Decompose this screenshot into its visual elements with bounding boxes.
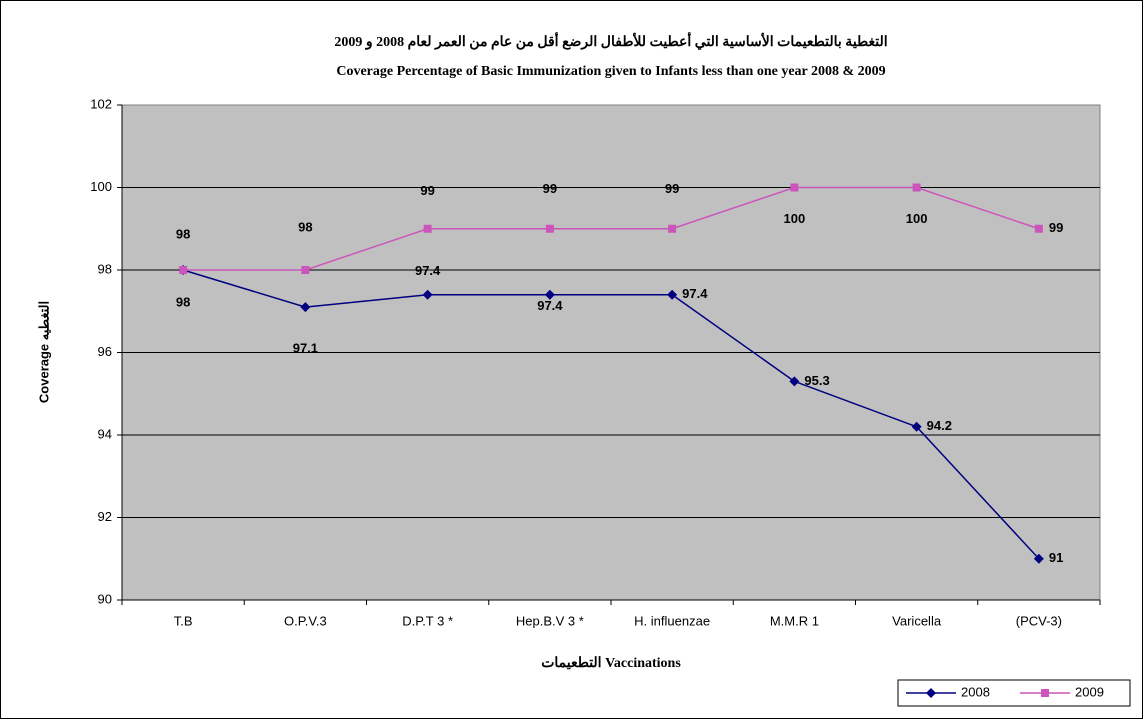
point bbox=[912, 183, 921, 192]
series-line bbox=[183, 186, 1040, 271]
y-tick-label: 98 bbox=[98, 261, 112, 276]
y-tick-label: 94 bbox=[98, 426, 112, 441]
point bbox=[667, 289, 678, 300]
x-tick-label: M.M.R 1 bbox=[770, 613, 819, 628]
point bbox=[1041, 689, 1049, 697]
x-axis-label: التطعيمات Vaccinations bbox=[541, 656, 681, 671]
y-axis-label: Coverage التغطيه bbox=[36, 301, 51, 403]
x-tick-label: H. influenzae bbox=[634, 613, 710, 628]
point bbox=[789, 376, 800, 387]
data-label: 99 bbox=[1049, 220, 1063, 235]
point bbox=[545, 224, 554, 233]
chart-title: التغطية بالتطعيمات الأساسية التي أعطيت ل… bbox=[334, 31, 887, 50]
point bbox=[926, 688, 936, 698]
data-label: 98 bbox=[298, 219, 312, 234]
y-tick-label: 100 bbox=[90, 179, 112, 194]
data-label: 99 bbox=[665, 181, 679, 196]
data-label: 97.1 bbox=[293, 341, 318, 356]
point bbox=[1033, 553, 1044, 564]
y-tick-label: 92 bbox=[98, 509, 112, 524]
data-label: 91 bbox=[1049, 550, 1063, 565]
data-label: 99 bbox=[420, 183, 434, 198]
data-label: 98 bbox=[176, 294, 190, 309]
point bbox=[300, 302, 311, 313]
y-tick-label: 102 bbox=[90, 96, 112, 111]
point bbox=[179, 266, 188, 274]
point bbox=[423, 224, 432, 233]
data-label: 100 bbox=[906, 211, 928, 226]
x-tick-label: O.P.V.3 bbox=[284, 613, 327, 628]
x-tick-label: Varicella bbox=[892, 613, 942, 628]
point bbox=[422, 289, 433, 300]
y-tick-label: 96 bbox=[98, 344, 112, 359]
x-tick-label: T.B bbox=[174, 613, 193, 628]
chart-subtitle: Coverage Percentage of Basic Immunizatio… bbox=[336, 64, 885, 79]
point bbox=[301, 266, 310, 274]
x-tick-label: D.P.T 3 * bbox=[402, 613, 453, 628]
data-label: 95.3 bbox=[804, 373, 829, 388]
data-label: 97.4 bbox=[415, 263, 441, 278]
point bbox=[668, 224, 677, 233]
x-tick-label: Hep.B.V 3 * bbox=[516, 613, 584, 628]
data-label: 97.4 bbox=[537, 298, 563, 313]
point bbox=[544, 289, 555, 300]
data-label: 99 bbox=[543, 181, 557, 196]
point bbox=[911, 421, 922, 432]
y-tick-label: 90 bbox=[98, 591, 112, 606]
x-tick-label: (PCV-3) bbox=[1016, 613, 1062, 628]
data-label: 97.4 bbox=[682, 286, 708, 301]
legend-label: 2009 bbox=[1075, 684, 1104, 699]
data-label: 100 bbox=[784, 211, 806, 226]
point bbox=[790, 183, 799, 192]
data-label: 98 bbox=[176, 226, 190, 241]
series-line bbox=[182, 269, 1040, 560]
point bbox=[1034, 224, 1043, 233]
legend-label: 2008 bbox=[961, 684, 990, 699]
data-label: 94.2 bbox=[927, 418, 952, 433]
